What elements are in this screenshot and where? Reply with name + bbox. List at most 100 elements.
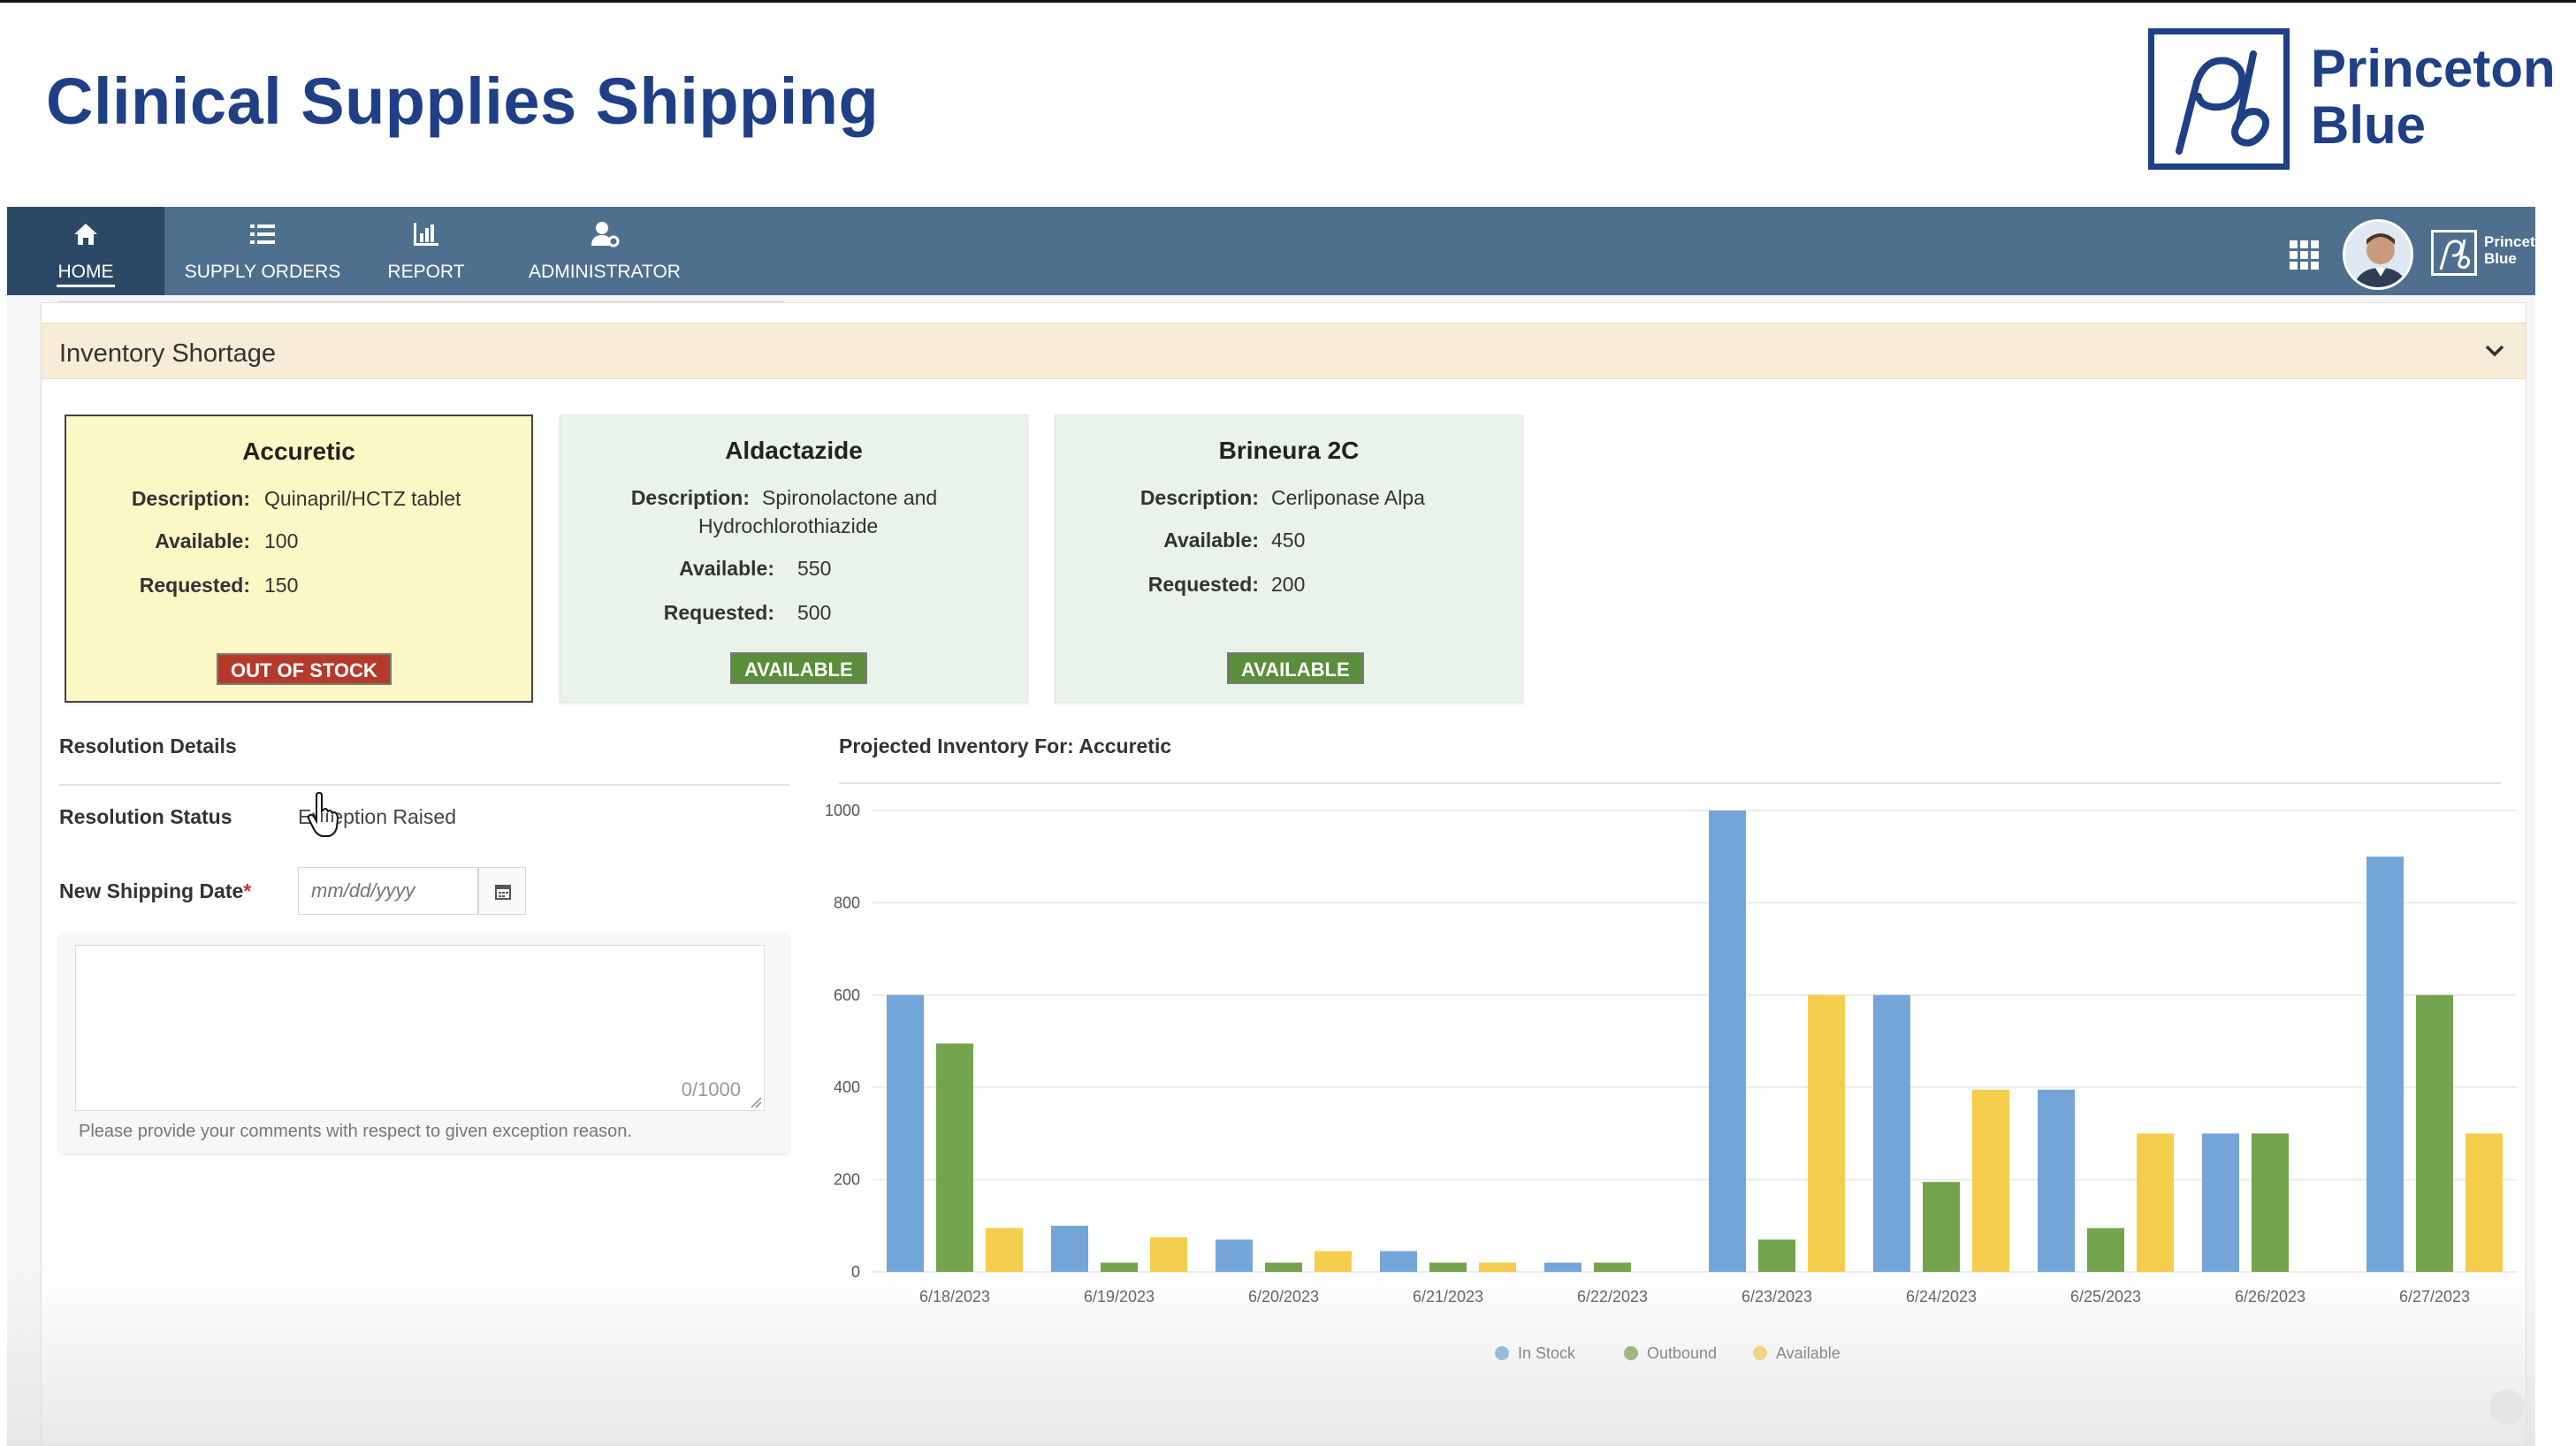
chart-divider [839,782,2501,784]
bar-available [1808,994,1845,1272]
nav-supply-orders[interactable]: SUPPLY ORDERS [171,207,354,295]
bar-in-stock [1709,811,1746,1272]
apps-grid-icon[interactable] [2288,239,2320,270]
y-tick-label: 200 [834,1171,860,1189]
x-tick-label: 6/26/2023 [2235,1288,2305,1305]
resolution-divider [59,784,789,786]
user-avatar[interactable] [2343,219,2413,290]
resize-handle-icon[interactable] [750,1096,762,1108]
y-tick-label: 0 [851,1263,860,1281]
required-asterisk: * [243,879,252,902]
calendar-button[interactable] [478,867,526,915]
character-counter: 0/1000 [681,1078,741,1100]
bar-outbound [2087,1228,2124,1272]
list-icon [250,225,275,244]
bar-in-stock [1380,1251,1417,1272]
shipping-date-input[interactable] [298,867,478,915]
inventory-shortage-panel: Inventory Shortage Accuretic Description… [41,302,2526,1446]
legend-label: Available [1776,1344,1841,1362]
bar-outbound [1923,1182,1960,1272]
bar-available [1972,1089,2009,1272]
card-product-name: Accuretic [242,438,355,465]
bar-in-stock [1544,1262,1581,1272]
product-card-aldactazide[interactable]: Aldactazide Description: Spironolactone … [560,415,1028,703]
nav-report-label: REPORT [387,262,465,282]
bar-in-stock [2366,856,2404,1272]
inventory-shortage-header[interactable]: Inventory Shortage [42,323,2526,379]
top-navbar: HOME SUPPLY ORDERS REPORT [7,207,2535,295]
bar-in-stock [2202,1133,2239,1272]
comment-section: 0/1000 Please provide your comments with… [59,932,789,1153]
x-tick-label: 6/19/2023 [1084,1288,1155,1305]
home-icon [74,224,97,245]
chevron-down-icon[interactable] [2483,341,2506,361]
x-tick-label: 6/22/2023 [1577,1288,1648,1305]
nav-home[interactable]: HOME [7,207,164,295]
user-gear-icon [591,222,620,247]
x-tick-label: 6/20/2023 [1248,1288,1319,1305]
x-tick-label: 6/18/2023 [919,1288,990,1305]
legend-label: Outbound [1647,1344,1717,1362]
slide-top-border [0,0,2576,3]
bar-in-stock [2038,1089,2075,1272]
previous-section-edge [58,297,783,302]
corner-action-button[interactable] [2489,1389,2525,1425]
bar-available [2137,1133,2174,1272]
bar-outbound [1758,1239,1795,1272]
status-badge-available: AVAILABLE [1227,652,1364,684]
nav-administrator-label: ADMINISTRATOR [529,262,681,282]
bar-available [1150,1237,1187,1272]
nav-home-label: HOME [57,262,114,282]
bar-chart-icon [414,223,438,246]
bar-outbound [1429,1262,1467,1272]
calendar-icon [495,885,511,900]
y-tick-label: 600 [834,986,860,1004]
comment-textarea[interactable]: 0/1000 [75,945,765,1111]
x-tick-label: 6/21/2023 [1413,1288,1483,1305]
bar-available [2465,1133,2503,1272]
inventory-shortage-title: Inventory Shortage [59,339,277,368]
bar-available [1315,1251,1352,1272]
princeton-blue-logo: Princeton Blue [2148,28,2556,175]
product-card-brineura-2c[interactable]: Brineura 2C Description: Cerliponase Alp… [1055,415,1523,703]
status-badge-available: AVAILABLE [730,652,867,684]
status-badge-out-of-stock: OUT OF STOCK [217,653,392,685]
nav-brand-logo: Princeton Blue [2431,226,2535,279]
new-shipping-date-label: New Shipping Date* [59,879,252,902]
nav-administrator[interactable]: ADMINISTRATOR [507,207,702,295]
x-tick-label: 6/27/2023 [2399,1288,2470,1305]
brand-name: Princeton Blue [2311,39,2556,155]
y-tick-label: 1000 [825,802,860,819]
resolution-status-label: Resolution Status [59,805,232,828]
y-tick-label: 800 [834,894,860,911]
x-tick-label: 6/23/2023 [1741,1288,1812,1305]
bar-in-stock [1873,994,1910,1272]
projected-inventory-chart: 0 200 400 600 800 1000 6/18/2023 6/19/2023 6/20/… [825,802,2517,1362]
pb-logo-icon [2148,28,2290,170]
nav-brand-name: Princeton Blue [2484,233,2535,267]
nav-supply-orders-label: SUPPLY ORDERS [184,262,341,282]
active-tab-underline [57,285,115,287]
x-tick-label: 6/24/2023 [1906,1288,1977,1305]
nav-report[interactable]: REPORT [373,207,479,295]
resolution-details-title: Resolution Details [59,734,237,757]
legend-marker [1495,1346,1509,1360]
bar-in-stock [1051,1225,1088,1272]
bar-available [1479,1262,1516,1272]
bar-outbound [1594,1262,1631,1272]
bar-outbound [1265,1262,1302,1272]
bar-outbound [936,1043,973,1272]
y-tick-label: 400 [834,1078,860,1096]
bar-in-stock [1216,1239,1253,1272]
product-card-accuretic[interactable]: Accuretic Description: Quinapril/HCTZ ta… [65,415,533,703]
app-window: HOME SUPPLY ORDERS REPORT [7,207,2535,1446]
x-tick-label: 6/25/2023 [2070,1288,2141,1305]
bar-available [986,1228,1023,1272]
legend-label: In Stock [1518,1344,1576,1362]
bar-in-stock [887,994,924,1272]
bar-outbound [2252,1133,2289,1272]
card-product-name: Aldactazide [725,437,863,464]
comment-hint: Please provide your comments with respec… [79,1122,632,1141]
legend-marker [1753,1346,1767,1360]
hand-pointer-cursor-icon [307,792,339,837]
